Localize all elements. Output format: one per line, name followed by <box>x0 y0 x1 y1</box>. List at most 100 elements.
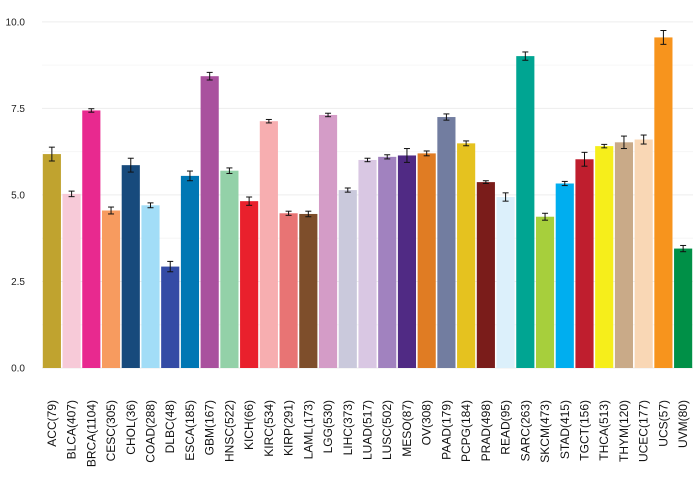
error-bar <box>226 167 233 174</box>
bar-sarc <box>516 56 535 368</box>
x-tick-label: MESO(87) <box>400 400 414 457</box>
x-tick-label: PRAD(498) <box>479 400 493 461</box>
error-bar <box>403 148 410 163</box>
x-tick-label: LAML(173) <box>301 400 315 459</box>
error-bar <box>384 154 391 160</box>
x-tick-label: BRCA(1104) <box>84 400 98 467</box>
x-tick-label: ACC(79) <box>45 400 59 447</box>
x-tick-label: COAD(288) <box>144 400 158 463</box>
error-bar <box>285 210 292 216</box>
y-tick-label: 10.0 <box>6 17 26 28</box>
x-tick-label: KIRC(534) <box>262 400 276 457</box>
y-tick-label: 7.5 <box>11 104 25 115</box>
bar-kich <box>240 201 259 368</box>
y-axis-ticks: 0.0 2.5 5.0 7.5 10.0 <box>6 17 26 374</box>
error-bar <box>581 151 588 167</box>
bar-cesc <box>101 210 121 368</box>
error-bar <box>88 108 95 113</box>
bar-paad <box>437 117 456 369</box>
error-bar <box>127 157 134 173</box>
x-tick-label: PAAD(179) <box>439 400 453 460</box>
error-bar <box>186 170 193 182</box>
x-tick-label: PCPG(184) <box>459 400 473 462</box>
error-bar <box>443 113 450 121</box>
x-tick-label: THCA(513) <box>597 400 611 461</box>
bar-skcm <box>535 216 555 368</box>
x-tick-label: CHOL(36) <box>124 400 138 455</box>
bar-laml <box>299 213 318 368</box>
error-bar <box>206 71 213 81</box>
error-bar <box>620 135 627 150</box>
bar-kirp <box>279 213 298 368</box>
x-tick-label: UCEC(177) <box>637 400 651 462</box>
error-bar <box>344 187 351 193</box>
error-bar <box>640 134 647 145</box>
bar-esca <box>180 175 200 368</box>
x-tick-label: READ(95) <box>499 400 513 455</box>
error-bar <box>246 196 253 206</box>
error-bar <box>542 212 549 221</box>
x-tick-label: CESC(305) <box>104 400 118 461</box>
bar-hnsc <box>220 170 239 368</box>
x-tick-label: ESCA(185) <box>183 400 197 461</box>
error-bar <box>522 51 529 61</box>
error-bar <box>423 150 430 157</box>
x-tick-label: LUAD(517) <box>361 400 375 460</box>
x-tick-label: DLBC(48) <box>163 400 177 453</box>
error-bar <box>265 118 272 124</box>
bar-ucs <box>654 37 673 369</box>
x-tick-label: THYM(120) <box>617 400 631 462</box>
bar-lgg <box>318 114 338 368</box>
bar-lusc <box>378 156 397 368</box>
bar-kirc <box>259 121 278 368</box>
bar-chol <box>121 165 140 368</box>
error-bar <box>561 180 568 187</box>
y-tick-label: 2.5 <box>11 277 25 288</box>
error-bar <box>305 210 312 218</box>
bar-read <box>496 197 515 368</box>
error-bar <box>68 190 75 198</box>
y-tick-label: 0.0 <box>11 364 25 375</box>
bar-ucec <box>634 139 653 368</box>
bar-blca <box>62 193 81 368</box>
x-tick-label: SARC(263) <box>518 400 532 461</box>
bar-ov <box>417 153 436 368</box>
error-bars <box>48 30 687 273</box>
bar-luad <box>358 159 377 368</box>
error-bar <box>502 192 509 202</box>
x-tick-label: OV(308) <box>420 400 434 445</box>
x-tick-label: SKCM(473) <box>538 400 552 463</box>
error-bar <box>325 112 332 118</box>
x-tick-label: UVM(80) <box>676 400 690 448</box>
error-bar <box>147 202 154 209</box>
y-tick-label: 5.0 <box>11 190 25 201</box>
bar-prad <box>476 182 495 368</box>
x-tick-label: KICH(66) <box>242 400 256 450</box>
x-axis-ticks: ACC(79) BLCA(407) BRCA(1104) CESC(305) CHOL(… <box>45 400 690 467</box>
x-tick-label: LUSC(502) <box>380 400 394 460</box>
bar-meso <box>397 155 417 368</box>
x-tick-label: LGG(530) <box>321 400 335 453</box>
bar-dlbc <box>161 266 180 368</box>
bar-coad <box>141 205 160 368</box>
x-tick-label: STAD(415) <box>558 400 572 459</box>
bar-thca <box>595 146 614 368</box>
bar-lihc <box>338 190 357 368</box>
x-tick-label: BLCA(407) <box>65 400 79 459</box>
bar-brca <box>82 110 101 368</box>
error-bar <box>660 30 667 45</box>
bars <box>42 37 693 369</box>
x-tick-label: GBM(167) <box>203 400 217 455</box>
x-tick-label: LIHC(373) <box>341 400 355 455</box>
bar-stad <box>555 183 574 368</box>
error-bar <box>601 143 608 149</box>
error-bar <box>364 157 371 163</box>
error-bar <box>680 244 687 253</box>
bar-gbm <box>200 76 219 368</box>
bar-acc <box>42 154 61 368</box>
error-bar <box>167 260 174 273</box>
error-bar <box>48 146 55 162</box>
error-bar <box>463 140 470 147</box>
